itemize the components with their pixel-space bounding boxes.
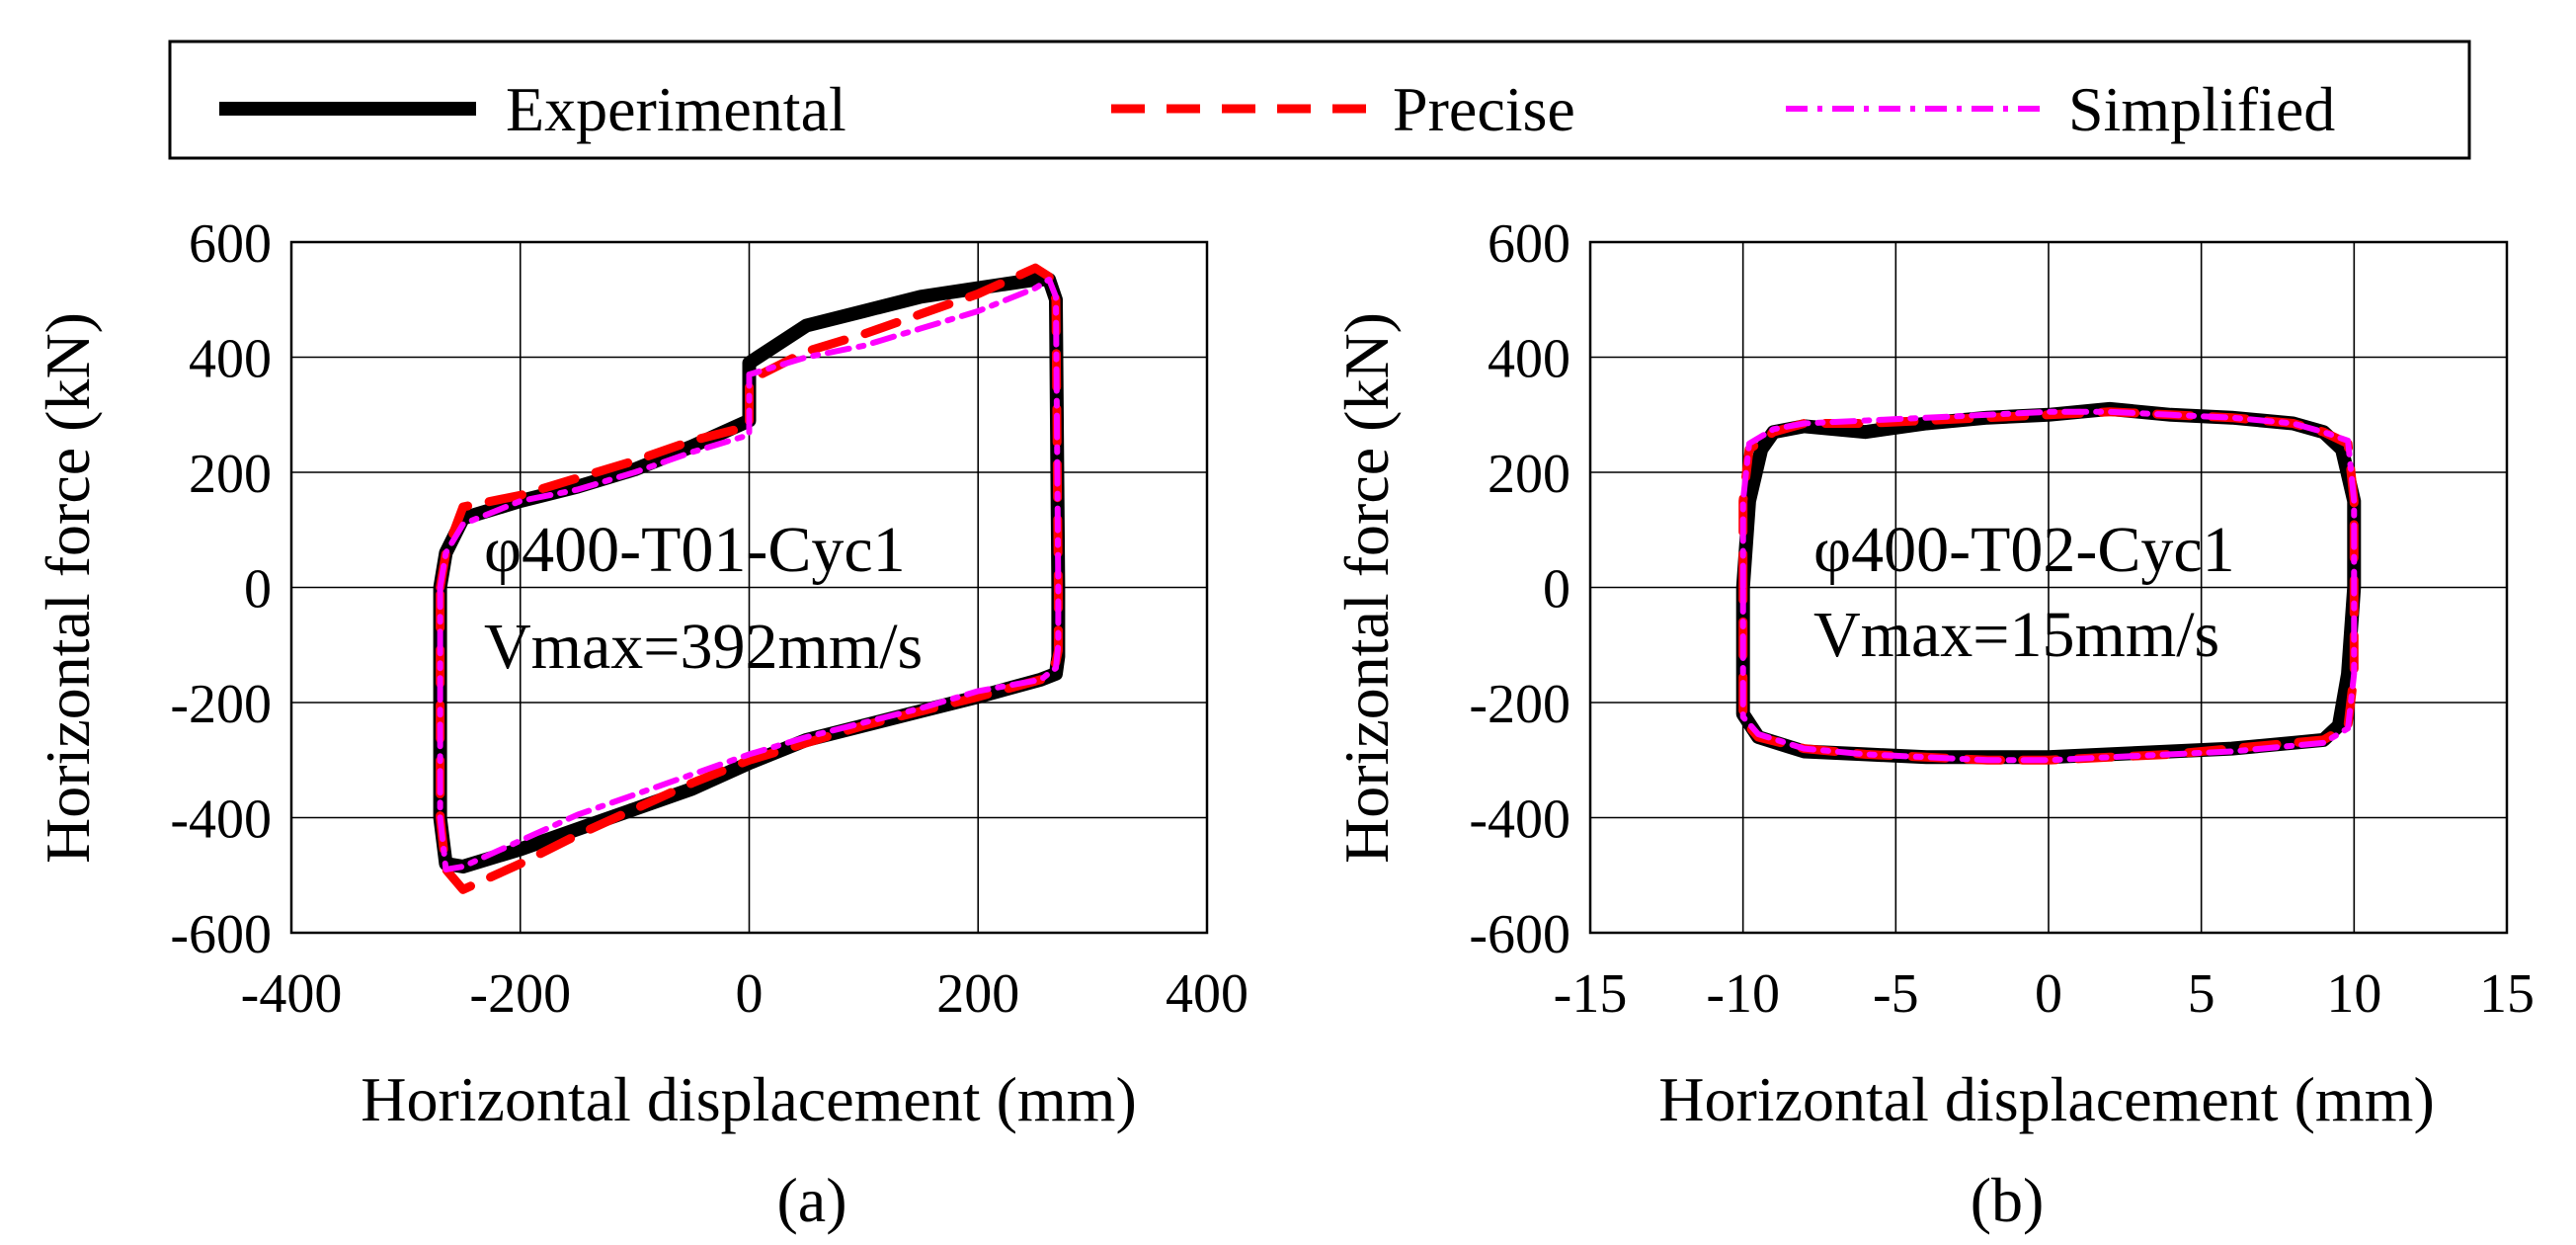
x-tick-label-2-b: -5	[1873, 963, 1919, 1025]
annotation-line-1-a: φ400-T01-Cyc1	[484, 514, 906, 586]
x-tick-labels-b: -15 -10 -5 0 5 10 15	[1554, 963, 2535, 1025]
legend-box	[168, 40, 2471, 160]
y-tick-label-6-a: 600	[189, 213, 272, 275]
y-tick-label-1-a: -400	[170, 789, 272, 851]
x-tick-label-0-b: -15	[1554, 963, 1628, 1025]
series-simplified-a	[437, 276, 1062, 872]
plot-frame-b	[1588, 240, 2509, 935]
y-tick-label-4-a: 200	[189, 444, 272, 505]
x-tick-label-1-a: -200	[469, 963, 571, 1025]
grid-b	[1589, 241, 2508, 934]
x-tick-label-3-b: 0	[2035, 963, 2062, 1025]
series-group-a	[433, 263, 1066, 894]
subfigure-label-a: (a)	[776, 1165, 846, 1235]
x-tick-label-3-a: 200	[936, 963, 1019, 1025]
annotation-line-2-b: Vmax=15mm/s	[1813, 599, 2219, 671]
x-tick-label-0-a: -400	[241, 963, 343, 1025]
legend: Experimental Precise Simplified	[168, 40, 2471, 160]
legend-label-precise: Precise	[1393, 74, 1575, 144]
y-tick-label-3-a: 0	[244, 559, 272, 621]
x-axis-label-a: Horizontal displacement (mm)	[361, 1064, 1137, 1134]
x-tick-label-6-b: 15	[2479, 963, 2535, 1025]
legend-label-simplified: Simplified	[2068, 74, 2335, 144]
y-tick-labels-a: -600 -400 -200 0 200 400 600	[170, 213, 272, 965]
subfigure-label-b: (b)	[1971, 1165, 2045, 1235]
y-tick-label-0-b: -600	[1469, 904, 1570, 965]
y-tick-label-5-b: 400	[1488, 329, 1570, 390]
annotation-line-1-b: φ400-T02-Cyc1	[1813, 514, 2235, 586]
y-axis-label-b: Horizontal force (kN)	[1331, 312, 1402, 864]
x-tick-label-2-a: 0	[736, 963, 764, 1025]
y-tick-labels-b: -600 -400 -200 0 200 400 600	[1469, 213, 1570, 965]
chart-panel-b: -15 -10 -5 0 5 10 15 -600 -400 -200 0 200 400 600 φ4…	[1331, 213, 2535, 1235]
series-simplified-b	[1739, 408, 2358, 764]
x-axis-label-b: Horizontal displacement (mm)	[1658, 1064, 2435, 1134]
plot-frame-a	[289, 240, 1209, 935]
grid-a	[290, 241, 1208, 934]
annotation-line-2-a: Vmax=392mm/s	[484, 611, 923, 683]
y-axis-label-a: Horizontal force (kN)	[33, 312, 103, 864]
x-tick-label-4-b: 5	[2188, 963, 2215, 1025]
y-tick-label-1-b: -400	[1469, 789, 1570, 851]
x-tick-label-5-b: 10	[2326, 963, 2381, 1025]
legend-label-experimental: Experimental	[506, 74, 846, 144]
y-tick-label-0-a: -600	[170, 904, 272, 965]
x-tick-label-4-a: 400	[1166, 963, 1248, 1025]
y-tick-label-5-a: 400	[189, 329, 272, 390]
series-group-b	[1735, 401, 2362, 765]
x-tick-labels-a: -400 -200 0 200 400	[241, 963, 1248, 1025]
y-tick-label-6-b: 600	[1488, 213, 1570, 275]
y-tick-label-2-a: -200	[170, 674, 272, 735]
y-tick-label-4-b: 200	[1488, 444, 1570, 505]
x-tick-label-1-b: -10	[1706, 963, 1780, 1025]
y-tick-label-2-b: -200	[1469, 674, 1570, 735]
y-tick-label-3-b: 0	[1543, 559, 1570, 621]
